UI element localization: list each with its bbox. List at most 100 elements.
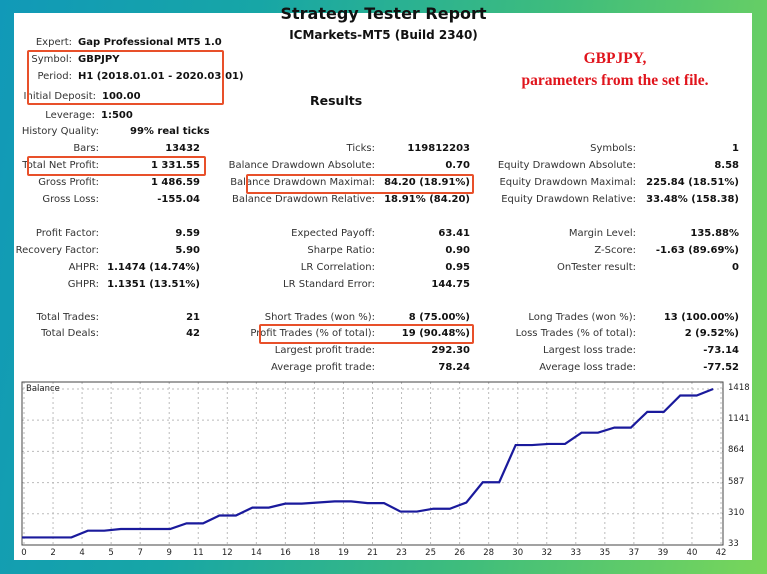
ahpr-label: AHPR: — [68, 262, 99, 273]
total-deals-row: Total Deals: — [0, 327, 99, 341]
gross-loss-val-row: -155.04 — [100, 193, 200, 207]
total-trades-row: Total Trades: — [0, 311, 100, 325]
recovery-factor-val-row: 5.90 — [100, 244, 200, 258]
equity-dd-max-value: 225.84 (18.51%) — [646, 177, 739, 188]
balance-line — [22, 387, 714, 539]
ahpr-value: 1.1474 (14.74%) — [107, 262, 200, 273]
report-subtitle: ICMarkets-MT5 (Build 2340) — [289, 28, 478, 42]
x-tick-label: 42 — [715, 548, 727, 558]
x-tick-label: 11 — [192, 548, 204, 558]
loss-trades-row: Loss Trades (% of total): — [470, 327, 636, 341]
z-score-row: Z-Score: — [470, 244, 636, 258]
avg-profit-val-row: 78.24 — [380, 361, 470, 375]
margin-level-label: Margin Level: — [568, 228, 636, 239]
profit-trades-label: Profit Trades (% of total): — [250, 328, 375, 339]
history-quality-value: 99% real ticks — [130, 126, 210, 137]
avg-loss-val-row: -77.52 — [640, 361, 739, 375]
ghpr-row: GHPR: — [0, 278, 99, 292]
lr-corr-row: LR Correlation: — [200, 261, 375, 275]
total-trades-label: Total Trades: — [36, 312, 100, 323]
x-tick-label: 21 — [367, 548, 378, 558]
gross-profit-value: 1 486.59 — [150, 177, 200, 188]
balance-dd-max-row: Balance Drawdown Maximal: — [200, 176, 375, 190]
y-tick-label: 864 — [728, 445, 745, 456]
ghpr-value: 1.1351 (13.51%) — [107, 279, 200, 290]
symbol-label: Symbol: — [31, 54, 72, 65]
ahpr-row: AHPR: — [0, 261, 99, 275]
balance-dd-abs-value: 0.70 — [445, 160, 470, 171]
x-tick-label: 5 — [108, 548, 114, 558]
equity-dd-rel-label: Equity Drawdown Relative: — [501, 194, 636, 205]
net-profit-label: Total Net Profit: — [22, 160, 99, 171]
net-profit-row: Total Net Profit: — [0, 159, 99, 173]
long-trades-value: 13 (100.00%) — [663, 312, 739, 323]
gross-profit-row: Gross Profit: — [0, 176, 99, 190]
symbol-row: Symbol: GBPJPY — [20, 53, 119, 67]
x-tick-label: 32 — [541, 548, 553, 558]
profit-factor-val-row: 9.59 — [100, 227, 200, 241]
leverage-value: 1:500 — [101, 110, 133, 121]
short-trades-label: Short Trades (won %): — [264, 312, 375, 323]
deposit-row: Initial Deposit: 100.00 — [20, 90, 141, 104]
balance-dd-max-val-row: 84.20 (18.91%) — [380, 176, 470, 190]
equity-dd-abs-row: Equity Drawdown Absolute: — [470, 159, 636, 173]
profit-trades-highlight — [259, 324, 474, 344]
equity-dd-max-val-row: 225.84 (18.51%) — [640, 176, 739, 190]
total-trades-value: 21 — [186, 312, 200, 323]
long-trades-val-row: 13 (100.00%) — [640, 311, 739, 325]
deposit-value: 100.00 — [102, 91, 141, 102]
recovery-factor-label: Recovery Factor: — [15, 245, 99, 256]
bars-row: Bars: — [0, 142, 99, 156]
balance-dd-rel-val-row: 18.91% (84.20) — [380, 193, 470, 207]
largest-profit-label: Largest profit trade: — [274, 345, 375, 356]
x-tick-label: 18 — [308, 548, 320, 558]
margin-level-val-row: 135.88% — [640, 227, 739, 241]
bars-val-row: 13432 — [100, 142, 200, 156]
results-heading: Results — [310, 93, 363, 108]
x-tick-label: 40 — [686, 548, 698, 558]
total-trades-val-row: 21 — [100, 311, 200, 325]
period-row: Period: H1 (2018.01.01 - 2020.03.01) — [20, 70, 243, 84]
leverage-row: Leverage: 1:500 — [20, 109, 133, 123]
balance-dd-abs-label: Balance Drawdown Absolute: — [228, 160, 375, 171]
expert-label: Expert: — [35, 37, 72, 48]
chart-grid — [22, 382, 723, 545]
equity-dd-abs-value: 8.58 — [714, 160, 739, 171]
expected-payoff-label: Expected Payoff: — [291, 228, 375, 239]
y-tick-label: 1141 — [728, 414, 750, 425]
total-deals-val-row: 42 — [100, 327, 200, 341]
expert-value: Gap Professional MT5 1.0 — [78, 37, 222, 48]
expert-row: Expert: Gap Professional MT5 1.0 — [20, 36, 222, 50]
chart-frame — [21, 381, 724, 546]
largest-loss-val-row: -73.14 — [640, 344, 739, 358]
x-tick-label: 26 — [454, 548, 466, 558]
leverage-label: Leverage: — [45, 110, 95, 121]
note-line-1: GBPJPY, — [583, 50, 647, 67]
x-tick-label: 28 — [483, 548, 495, 558]
x-tick-label: 2 — [50, 548, 56, 558]
balance-dd-max-highlight — [246, 174, 474, 194]
symbols-value: 1 — [732, 143, 739, 154]
net-profit-val-row: 1 331.55 — [100, 159, 200, 173]
net-profit-value: 1 331.55 — [150, 160, 200, 171]
gross-loss-value: -155.04 — [157, 194, 200, 205]
sharpe-val-row: 0.90 — [380, 244, 470, 258]
total-deals-value: 42 — [186, 328, 200, 339]
sharpe-label: Sharpe Ratio: — [307, 245, 375, 256]
profit-factor-value: 9.59 — [175, 228, 200, 239]
x-tick-label: 7 — [137, 548, 143, 558]
settings-highlight — [27, 50, 224, 105]
expected-payoff-val-row: 63.41 — [380, 227, 470, 241]
net-profit-highlight — [27, 156, 206, 176]
z-score-value: -1.63 (89.69%) — [655, 245, 739, 256]
equity-dd-rel-row: Equity Drawdown Relative: — [470, 193, 636, 207]
largest-profit-value: 292.30 — [431, 345, 470, 356]
ticks-value: 119812203 — [407, 143, 470, 154]
x-tick-label: 25 — [425, 548, 436, 558]
equity-dd-max-row: Equity Drawdown Maximal: — [470, 176, 636, 190]
equity-dd-rel-value: 33.48% (158.38) — [646, 194, 739, 205]
total-deals-label: Total Deals: — [41, 328, 99, 339]
annotation-note: GBPJPY, parameters from the set file. — [490, 48, 740, 92]
x-tick-label: 9 — [166, 548, 172, 558]
